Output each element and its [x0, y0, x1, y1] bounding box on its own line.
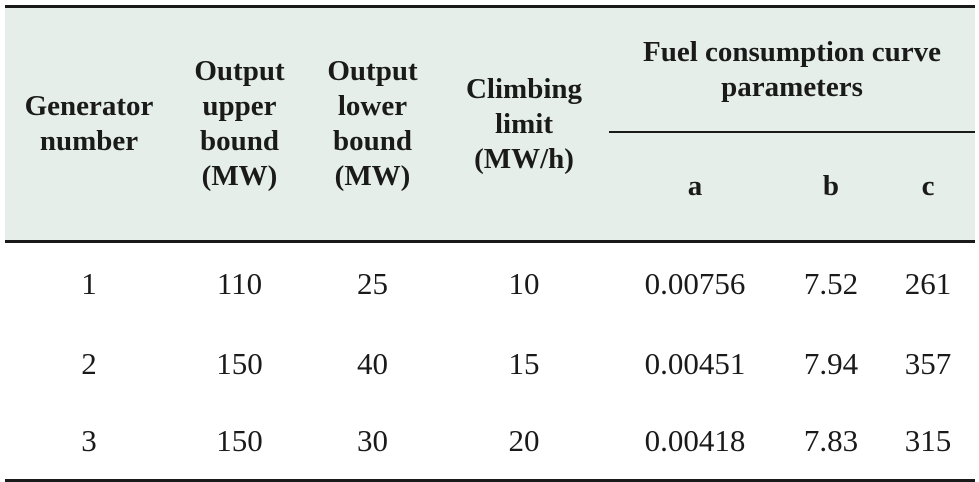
cell-lower: 40	[357, 345, 388, 381]
header-output-upper-bound: Output upper bound (MW)	[173, 6, 306, 242]
cell-climb: 15	[508, 345, 540, 381]
generator-parameters-table-wrap: Generator number Output upper bound (MW)…	[5, 5, 976, 482]
table-row: 3 150 30 20 0.00418 7.83 315	[5, 402, 976, 481]
cell-b: 7.52	[803, 266, 859, 301]
cell-upper: 150	[216, 422, 263, 458]
cell-upper: 150	[216, 345, 263, 381]
header-climbing-limit: Climbing limit (MW/h)	[439, 6, 609, 242]
cell-b: 7.83	[803, 422, 859, 458]
cell-climb: 10	[508, 266, 540, 301]
cell-lower: 25	[357, 266, 388, 301]
cell-b: 7.94	[803, 345, 859, 381]
cell-generator: 2	[81, 345, 97, 381]
cell-a: 0.00756	[644, 266, 746, 301]
header-param-c: c	[881, 132, 976, 242]
header-row-sub: a b c	[5, 132, 976, 242]
cell-generator: 3	[81, 422, 97, 458]
header-output-lower-bound: Output lower bound (MW)	[306, 6, 439, 242]
cell-a: 0.00451	[644, 345, 746, 381]
cell-generator: 1	[81, 266, 97, 301]
cell-lower: 30	[357, 422, 388, 458]
cell-a: 0.00418	[644, 422, 746, 458]
header-param-a: a	[609, 132, 781, 242]
cell-c: 261	[904, 266, 952, 301]
header-param-b: b	[781, 132, 881, 242]
table-row: 2 150 40 15 0.00451 7.94 357	[5, 325, 975, 402]
table-row: 1 110 25 10 0.00756 7.52 261	[5, 242, 975, 326]
header-row-top: Generator number Output upper bound (MW)…	[5, 6, 976, 242]
header-fuel-consumption-group: Fuel consumption curve parameters	[609, 6, 976, 133]
cell-c: 357	[904, 345, 952, 381]
generator-parameters-table: Generator number Output upper bound (MW)…	[5, 5, 976, 482]
cell-upper: 110	[216, 266, 263, 301]
header-generator-number: Generator number	[5, 6, 173, 242]
cell-c: 315	[904, 422, 952, 458]
cell-climb: 20	[508, 422, 540, 458]
